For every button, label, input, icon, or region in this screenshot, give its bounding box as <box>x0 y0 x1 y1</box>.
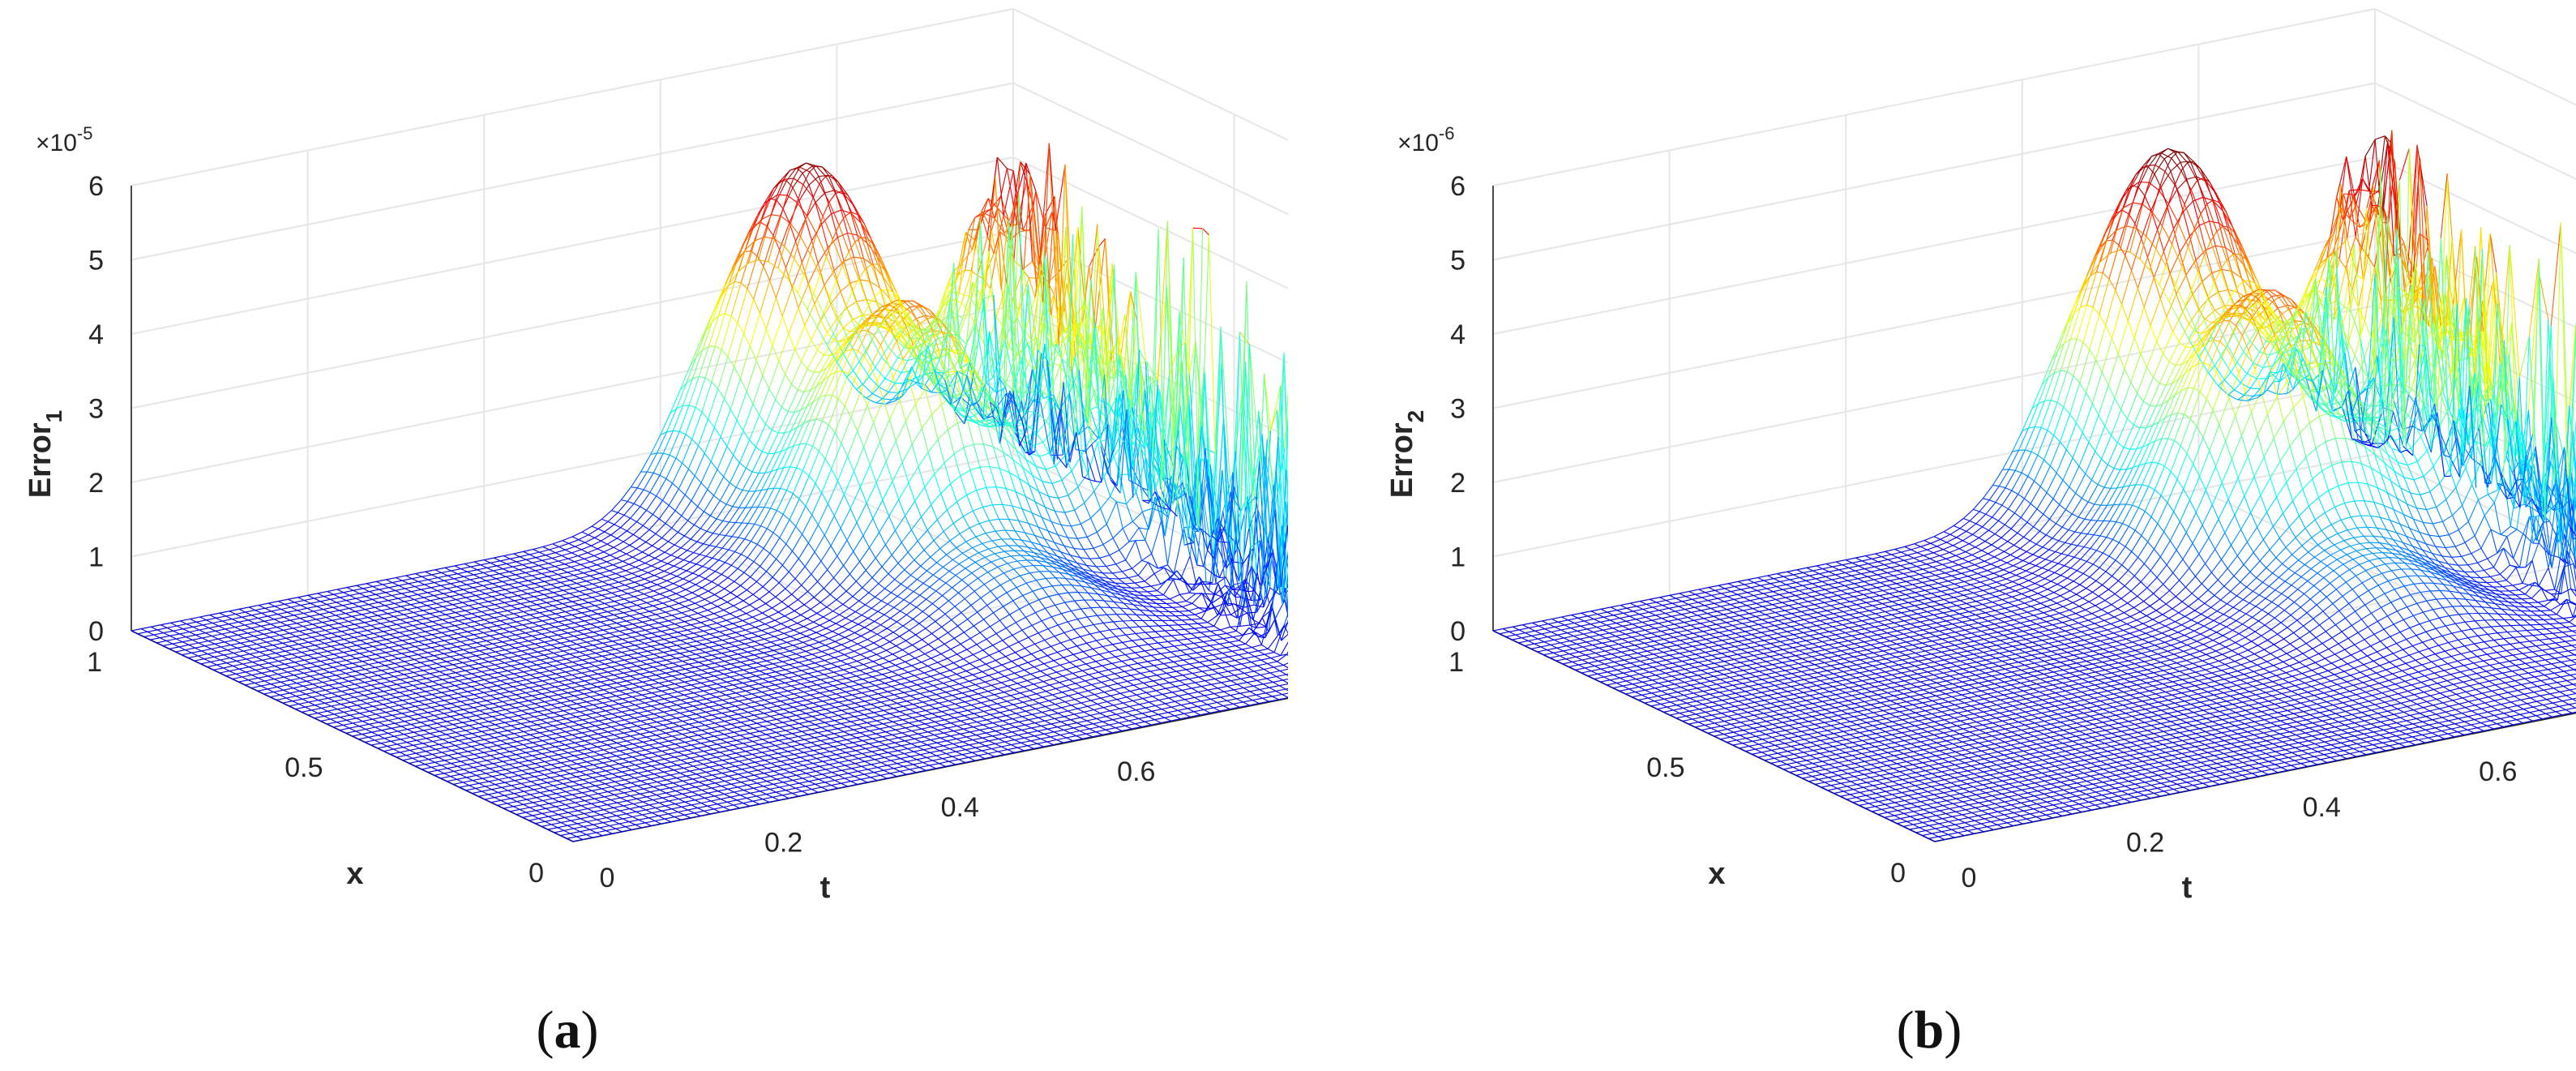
x-tick-label: 0 <box>528 858 544 889</box>
z-tick-label: 2 <box>88 468 104 499</box>
x-tick-label: 0 <box>1890 858 1906 889</box>
z-tick-label: 4 <box>1450 319 1466 350</box>
x-axis-label: x <box>1708 857 1725 891</box>
z-tick-label: 3 <box>1450 394 1466 425</box>
z-tick-label: 0 <box>88 616 104 647</box>
t-axis-line <box>1934 712 2576 842</box>
z-multiplier: ×10-6 <box>1397 123 1454 156</box>
z-tick-label: 1 <box>1450 542 1466 573</box>
t-axis-label: t <box>2182 871 2193 905</box>
z-tick-label: 6 <box>88 171 104 202</box>
z-tick-label: 4 <box>88 319 104 350</box>
t-tick-label: 0 <box>600 863 615 893</box>
z-axis-label: Error2 <box>1385 410 1428 499</box>
x-tick-label: 0.5 <box>1646 752 1684 783</box>
x-axis-label: x <box>346 857 363 891</box>
t-tick-label: 0.6 <box>2479 756 2517 787</box>
t-tick-label: 0.4 <box>941 792 979 823</box>
z-tick-label: 6 <box>1450 171 1466 202</box>
t-tick-label: 0.2 <box>764 827 802 858</box>
t-tick-label: 0.6 <box>1117 756 1155 787</box>
z-tick-label: 1 <box>88 542 104 573</box>
z-axis-label: Error1 <box>24 410 66 499</box>
surface-mesh <box>1492 130 2576 842</box>
t-axis-label: t <box>820 871 831 905</box>
z-tick-label: 5 <box>1450 246 1466 276</box>
surface-mesh <box>131 143 1288 842</box>
x-tick-label: 1 <box>87 647 102 678</box>
x-tick-label: 1 <box>1448 647 1464 678</box>
t-tick-label: 0.2 <box>2126 827 2164 858</box>
x-tick-label: 0.5 <box>285 752 323 783</box>
surface-plot-a: 012345600.5100.20.40.60.81xtError1×10-5(… <box>24 8 1288 1060</box>
panel-caption: (a) <box>537 1000 599 1060</box>
panel-b: 012345600.5100.20.40.60.81xtError2×10-6(… <box>1362 0 2576 1071</box>
z-tick-label: 2 <box>1450 468 1466 499</box>
z-tick-label: 0 <box>1450 616 1466 647</box>
t-tick-label: 0.4 <box>2303 792 2341 823</box>
z-tick-label: 5 <box>88 246 104 276</box>
panel-caption: (b) <box>1897 1000 1962 1060</box>
t-tick-label: 0 <box>1962 863 1977 893</box>
panel-a: 012345600.5100.20.40.60.81xtError1×10-5(… <box>24 8 1288 1060</box>
z-tick-label: 3 <box>88 394 104 425</box>
surface-plot-b: 012345600.5100.20.40.60.81xtError2×10-6(… <box>1385 8 2576 1060</box>
z-multiplier: ×10-5 <box>36 123 92 156</box>
